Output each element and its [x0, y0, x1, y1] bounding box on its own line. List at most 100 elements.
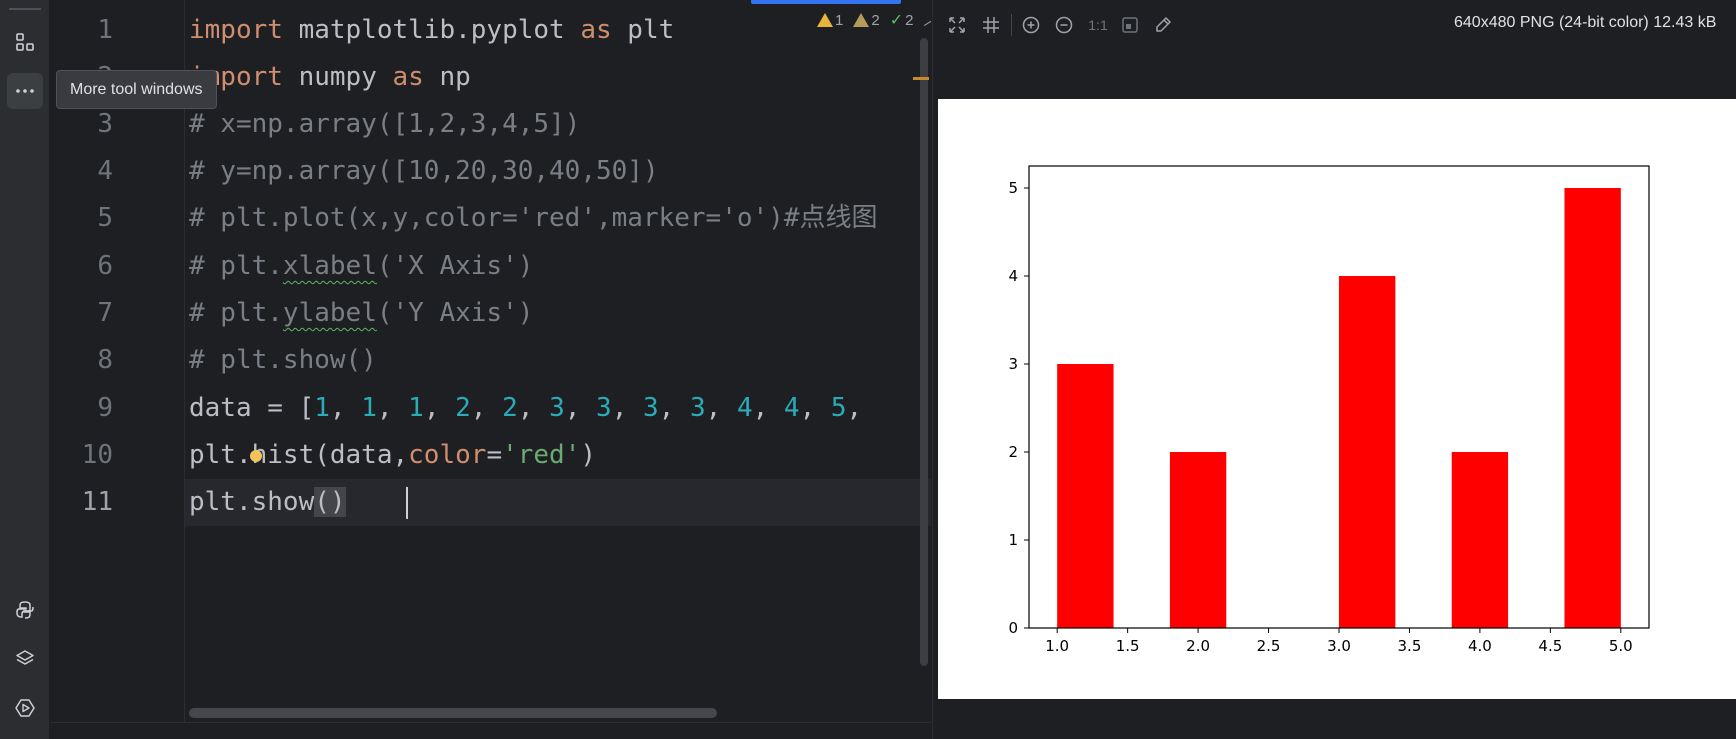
- scrollbar-warning-marker[interactable]: [913, 77, 929, 80]
- data-value: 3: [549, 393, 565, 423]
- x-tick-label: 4.5: [1538, 637, 1562, 655]
- x-tick-label: 3.0: [1327, 637, 1351, 655]
- line-number-current: 11: [81, 487, 113, 517]
- data-value: 1: [361, 393, 377, 423]
- line-number: 7: [97, 298, 113, 328]
- image-viewer-toolbar: 1:1 640x480 PNG (24-bit color) 12.43 kB: [933, 0, 1736, 50]
- data-value: 1: [408, 393, 424, 423]
- color-picker-icon: [1156, 17, 1171, 32]
- x-tick-label: 4.0: [1468, 637, 1492, 655]
- python-console-button[interactable]: [7, 592, 43, 628]
- list-separator: ,: [517, 393, 550, 423]
- code-line-6[interactable]: # plt.xlabel('X Axis'): [189, 251, 534, 281]
- list-separator: ,: [799, 393, 831, 423]
- toolbar-separator: [1011, 14, 1012, 36]
- code-line-3[interactable]: # x=np.array([1,2,3,4,5]): [189, 109, 581, 139]
- warnings-counter[interactable]: 1: [817, 12, 843, 29]
- histogram-chart: 1.0 1.5 2.0 2.5 3.0 3.5 4.0 4.5 5.0 0 1 2 3 4 5: [1008, 165, 1650, 655]
- histogram-bar: [1169, 452, 1227, 628]
- x-tick-label: 1.5: [1116, 637, 1140, 655]
- tool-window-strip: [0, 0, 50, 739]
- line-number: 6: [97, 251, 113, 281]
- background-icon: [1122, 17, 1138, 33]
- current-line-highlight: [51, 479, 931, 526]
- more-tools-icon: [16, 89, 34, 93]
- list-separator: ,: [470, 393, 503, 423]
- x-tick-label: 1.0: [1045, 637, 1069, 655]
- run-services-button[interactable]: [7, 690, 43, 726]
- code-line-11[interactable]: plt.show(): [189, 487, 346, 517]
- zoom-in-icon: [1022, 16, 1040, 34]
- x-tick-label: 3.5: [1398, 637, 1422, 655]
- y-tick-label: 0: [1008, 619, 1018, 637]
- data-value: 1: [314, 393, 330, 423]
- code-line-10[interactable]: plt.hist(data,color='red'): [189, 440, 597, 470]
- line-number-gutter: 1 2 3 4 5 6 7 8 9 10 11: [51, 0, 185, 739]
- code-line-4[interactable]: # y=np.array([10,20,30,40,50]): [189, 156, 659, 186]
- y-tick-label: 5: [1008, 179, 1018, 197]
- list-separator: ,: [376, 393, 409, 423]
- grid-button[interactable]: [979, 13, 1003, 37]
- horizontal-scrollbar[interactable]: [189, 708, 717, 718]
- warning-icon: [817, 13, 833, 27]
- zoom-out-icon: [1055, 16, 1073, 34]
- code-line-9[interactable]: data = [1, 1, 1, 2, 2, 3, 3, 3, 3, 4, 4,…: [189, 393, 878, 423]
- layers-icon: [16, 650, 34, 665]
- ok-counter[interactable]: ✓ 2: [889, 11, 914, 30]
- line-number: 8: [97, 345, 113, 375]
- tooltip: More tool windows: [56, 70, 217, 109]
- line-number: 5: [97, 203, 113, 233]
- code-line-2[interactable]: import numpy as np: [189, 62, 471, 92]
- image-viewer: 1:1 640x480 PNG (24-bit color) 12.43 kB …: [932, 0, 1736, 739]
- color-picker-button[interactable]: [1151, 13, 1175, 37]
- data-value: 2: [502, 393, 518, 423]
- histogram-bar: [1057, 364, 1114, 628]
- grid-icon: [983, 17, 999, 33]
- histogram-bar: [1564, 188, 1621, 628]
- code-line-1[interactable]: import matplotlib.pyplot as plt: [189, 15, 675, 45]
- x-tick-label: 5.0: [1609, 637, 1633, 655]
- line-number: 1: [97, 15, 113, 45]
- line-number: 4: [97, 156, 113, 186]
- data-value: 4: [783, 393, 800, 423]
- data-list-values: 1, 1, 1, 2, 2, 3, 3, 3, 3, 4, 4, 5,: [314, 393, 878, 423]
- layers-button[interactable]: [7, 641, 43, 677]
- background-button[interactable]: [1118, 13, 1142, 37]
- structure-button[interactable]: [7, 24, 43, 60]
- image-info: 640x480 PNG (24-bit color) 12.43 kB: [1454, 14, 1717, 31]
- list-separator: ,: [423, 393, 456, 423]
- active-tab-indicator: [751, 0, 901, 4]
- zoom-out-button[interactable]: [1052, 13, 1076, 37]
- weak-warnings-counter[interactable]: 2: [853, 12, 880, 29]
- list-separator: ,: [705, 393, 737, 423]
- image-canvas[interactable]: 1.0 1.5 2.0 2.5 3.0 3.5 4.0 4.5 5.0 0 1 2 3 4 5: [938, 99, 1736, 699]
- data-value: 5: [830, 393, 847, 423]
- python-console-icon: [16, 601, 34, 619]
- zoom-in-button[interactable]: [1019, 13, 1043, 37]
- run-services-icon: [15, 699, 35, 717]
- actual-size-button[interactable]: 1:1: [1088, 17, 1108, 33]
- more-tool-windows-button[interactable]: [7, 73, 43, 109]
- code-line-8[interactable]: # plt.show(): [189, 345, 377, 375]
- vertical-scrollbar[interactable]: [920, 38, 928, 666]
- list-separator: ,: [329, 393, 362, 423]
- fit-to-window-icon: [949, 17, 965, 33]
- text-caret: [406, 487, 408, 519]
- inspection-widget[interactable]: 1 2 ✓ 2 ︿ ﹀: [817, 10, 931, 30]
- fit-to-window-button[interactable]: [945, 13, 969, 37]
- list-separator: ,: [611, 393, 644, 423]
- y-tick-label: 3: [1008, 355, 1018, 373]
- previous-highlight-icon[interactable]: ︿: [923, 10, 931, 30]
- data-value: 2: [455, 393, 471, 423]
- data-value: 4: [736, 393, 753, 423]
- list-separator: ,: [752, 393, 784, 423]
- code-editor[interactable]: 1 2 3 4 5 6 7 8 9 10 11 import matplotli…: [51, 0, 931, 739]
- data-value: 3: [643, 393, 659, 423]
- code-line-5[interactable]: # plt.plot(x,y,color='red',marker='o')#点…: [189, 203, 878, 233]
- intention-bulb-icon[interactable]: [250, 450, 262, 462]
- code-line-7[interactable]: # plt.ylabel('Y Axis'): [189, 298, 534, 328]
- line-number: 3: [97, 109, 113, 139]
- histogram-bar: [1451, 452, 1509, 628]
- y-tick-label: 1: [1008, 531, 1018, 549]
- histogram-bar: [1339, 276, 1396, 628]
